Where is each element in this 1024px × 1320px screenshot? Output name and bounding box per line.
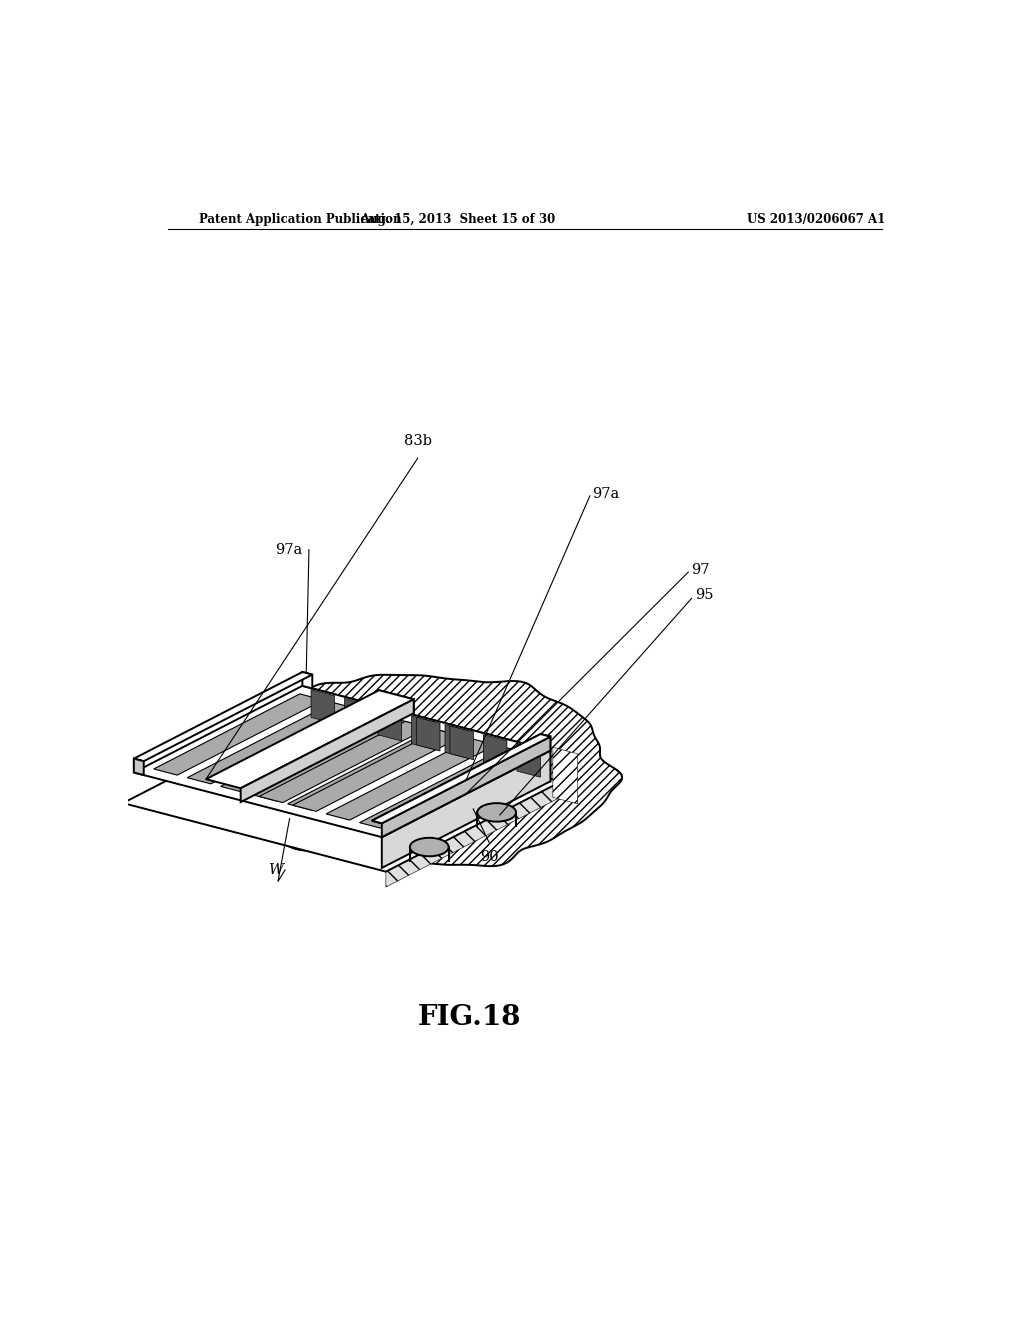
Text: FIG.18: FIG.18 — [418, 1003, 521, 1031]
Polygon shape — [378, 708, 401, 741]
Polygon shape — [293, 730, 462, 812]
Ellipse shape — [410, 838, 449, 857]
Polygon shape — [302, 672, 312, 689]
Text: 83b: 83b — [403, 434, 432, 447]
Text: 95: 95 — [695, 589, 714, 602]
Polygon shape — [154, 694, 324, 775]
Polygon shape — [134, 686, 550, 837]
Text: W: W — [267, 863, 283, 876]
Polygon shape — [372, 734, 550, 824]
Text: Aug. 15, 2013  Sheet 15 of 30: Aug. 15, 2013 Sheet 15 of 30 — [359, 213, 555, 226]
Polygon shape — [379, 690, 414, 713]
Polygon shape — [541, 734, 550, 751]
Polygon shape — [417, 717, 440, 751]
Polygon shape — [298, 713, 561, 797]
Polygon shape — [254, 721, 424, 801]
Polygon shape — [483, 735, 507, 768]
Text: US 2013/0206067 A1: US 2013/0206067 A1 — [748, 213, 886, 226]
Polygon shape — [311, 689, 335, 723]
Ellipse shape — [477, 803, 516, 821]
Polygon shape — [326, 739, 496, 820]
Polygon shape — [359, 747, 529, 829]
Text: 97a: 97a — [275, 543, 303, 557]
Polygon shape — [206, 690, 414, 788]
Polygon shape — [517, 743, 541, 777]
Polygon shape — [123, 713, 561, 871]
Text: 97a: 97a — [592, 487, 620, 500]
Polygon shape — [221, 711, 390, 792]
Polygon shape — [241, 700, 414, 803]
Text: 97: 97 — [691, 564, 710, 577]
Polygon shape — [412, 715, 435, 750]
Polygon shape — [372, 734, 550, 824]
Polygon shape — [302, 686, 550, 781]
Polygon shape — [228, 675, 623, 866]
Polygon shape — [259, 721, 429, 803]
Polygon shape — [450, 726, 473, 760]
Polygon shape — [187, 702, 356, 784]
Text: 90: 90 — [480, 850, 499, 863]
Polygon shape — [553, 747, 578, 804]
Polygon shape — [134, 672, 312, 762]
Polygon shape — [134, 759, 143, 775]
Polygon shape — [382, 737, 550, 837]
Polygon shape — [288, 729, 458, 810]
Polygon shape — [382, 751, 550, 869]
Text: Patent Application Publication: Patent Application Publication — [200, 213, 402, 226]
Polygon shape — [344, 698, 368, 733]
Polygon shape — [445, 725, 469, 759]
Polygon shape — [386, 781, 561, 887]
